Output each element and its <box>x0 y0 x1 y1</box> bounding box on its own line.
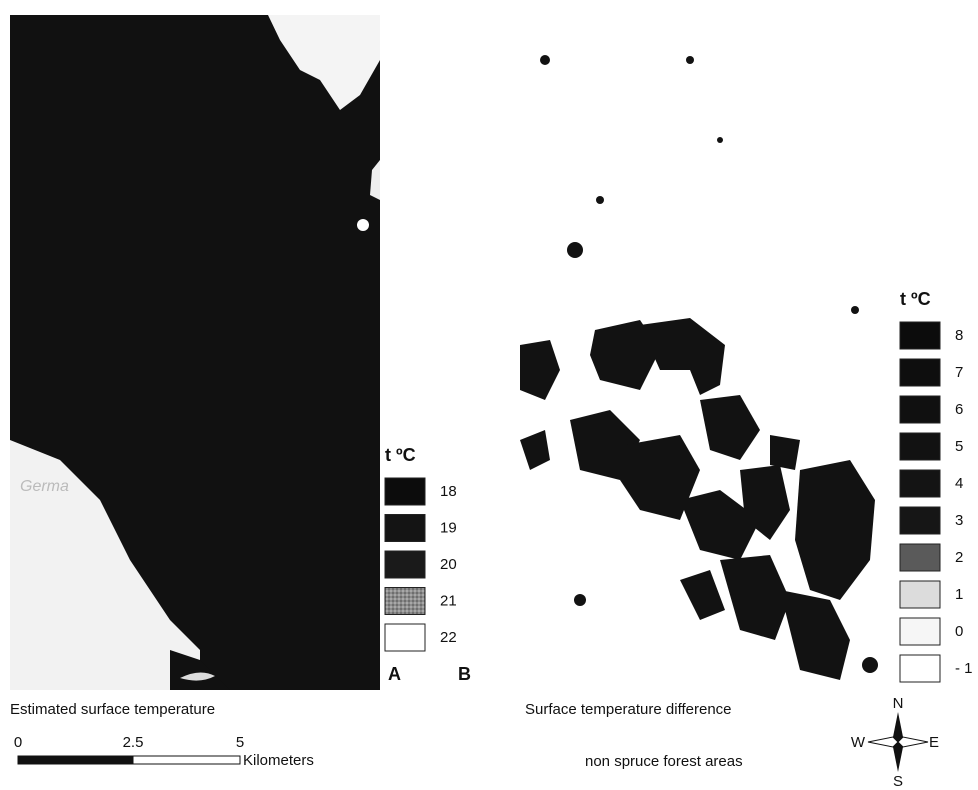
legend-swatch <box>900 470 940 497</box>
legend-swatch <box>900 433 940 460</box>
legend-item: 7 <box>955 364 963 381</box>
legend-swatch <box>900 507 940 534</box>
scale-unit: Kilometers <box>243 752 314 769</box>
legend-item: 18 <box>440 483 457 500</box>
legend-swatch <box>900 544 940 571</box>
legend-item: 8 <box>955 327 963 344</box>
page: {"panel_a": {"label": "A", "caption": "E… <box>0 0 978 790</box>
panel-label: A <box>388 664 401 684</box>
legend-swatch <box>385 551 425 578</box>
legend-title: t ºC <box>900 289 931 309</box>
map-b <box>520 55 878 680</box>
legend-item: 5 <box>955 438 963 455</box>
legend-item: 21 <box>440 592 457 609</box>
legend-item: 6 <box>955 401 963 418</box>
legend-item: 20 <box>440 556 457 573</box>
compass-label: W <box>851 734 866 751</box>
scale-bar: 0 2.5 5 Kilometers <box>14 734 314 769</box>
legend-swatch <box>900 655 940 682</box>
legend-swatch <box>385 588 425 615</box>
legend-swatch <box>900 618 940 645</box>
legend-swatch <box>900 359 940 386</box>
legend-swatch <box>385 515 425 542</box>
legend-swatch <box>385 478 425 505</box>
legend-item: 1 <box>955 586 963 603</box>
legend-item: 19 <box>440 519 457 536</box>
legend-swatch <box>900 581 940 608</box>
legend-item: 4 <box>955 475 963 492</box>
legend-item: 22 <box>440 629 457 646</box>
legend-item: 0 <box>955 623 963 640</box>
scale-tick: 5 <box>236 734 244 751</box>
scale-tick: 2.5 <box>123 734 144 751</box>
legend-title: t ºC <box>385 445 416 465</box>
legend-swatch <box>900 396 940 423</box>
caption: Surface temperature difference <box>525 701 732 718</box>
legend-item: 3 <box>955 512 963 529</box>
map-a: Germa <box>10 15 380 690</box>
legend-item: - 1 <box>955 660 973 677</box>
compass: N S W E <box>851 695 939 790</box>
note: non spruce forest areas <box>585 753 743 770</box>
caption: Estimated surface temperature <box>10 701 215 718</box>
scale-tick: 0 <box>14 734 22 751</box>
figure: Germa A B Estimated surface temperature … <box>0 0 978 790</box>
compass-label: N <box>893 695 904 712</box>
place-label: Germa <box>20 478 69 495</box>
legend-swatch <box>385 624 425 651</box>
panel-label: B <box>458 664 471 684</box>
compass-label: S <box>893 773 903 790</box>
legend-item: 2 <box>955 549 963 566</box>
legend-swatch <box>900 322 940 349</box>
compass-label: E <box>929 734 939 751</box>
